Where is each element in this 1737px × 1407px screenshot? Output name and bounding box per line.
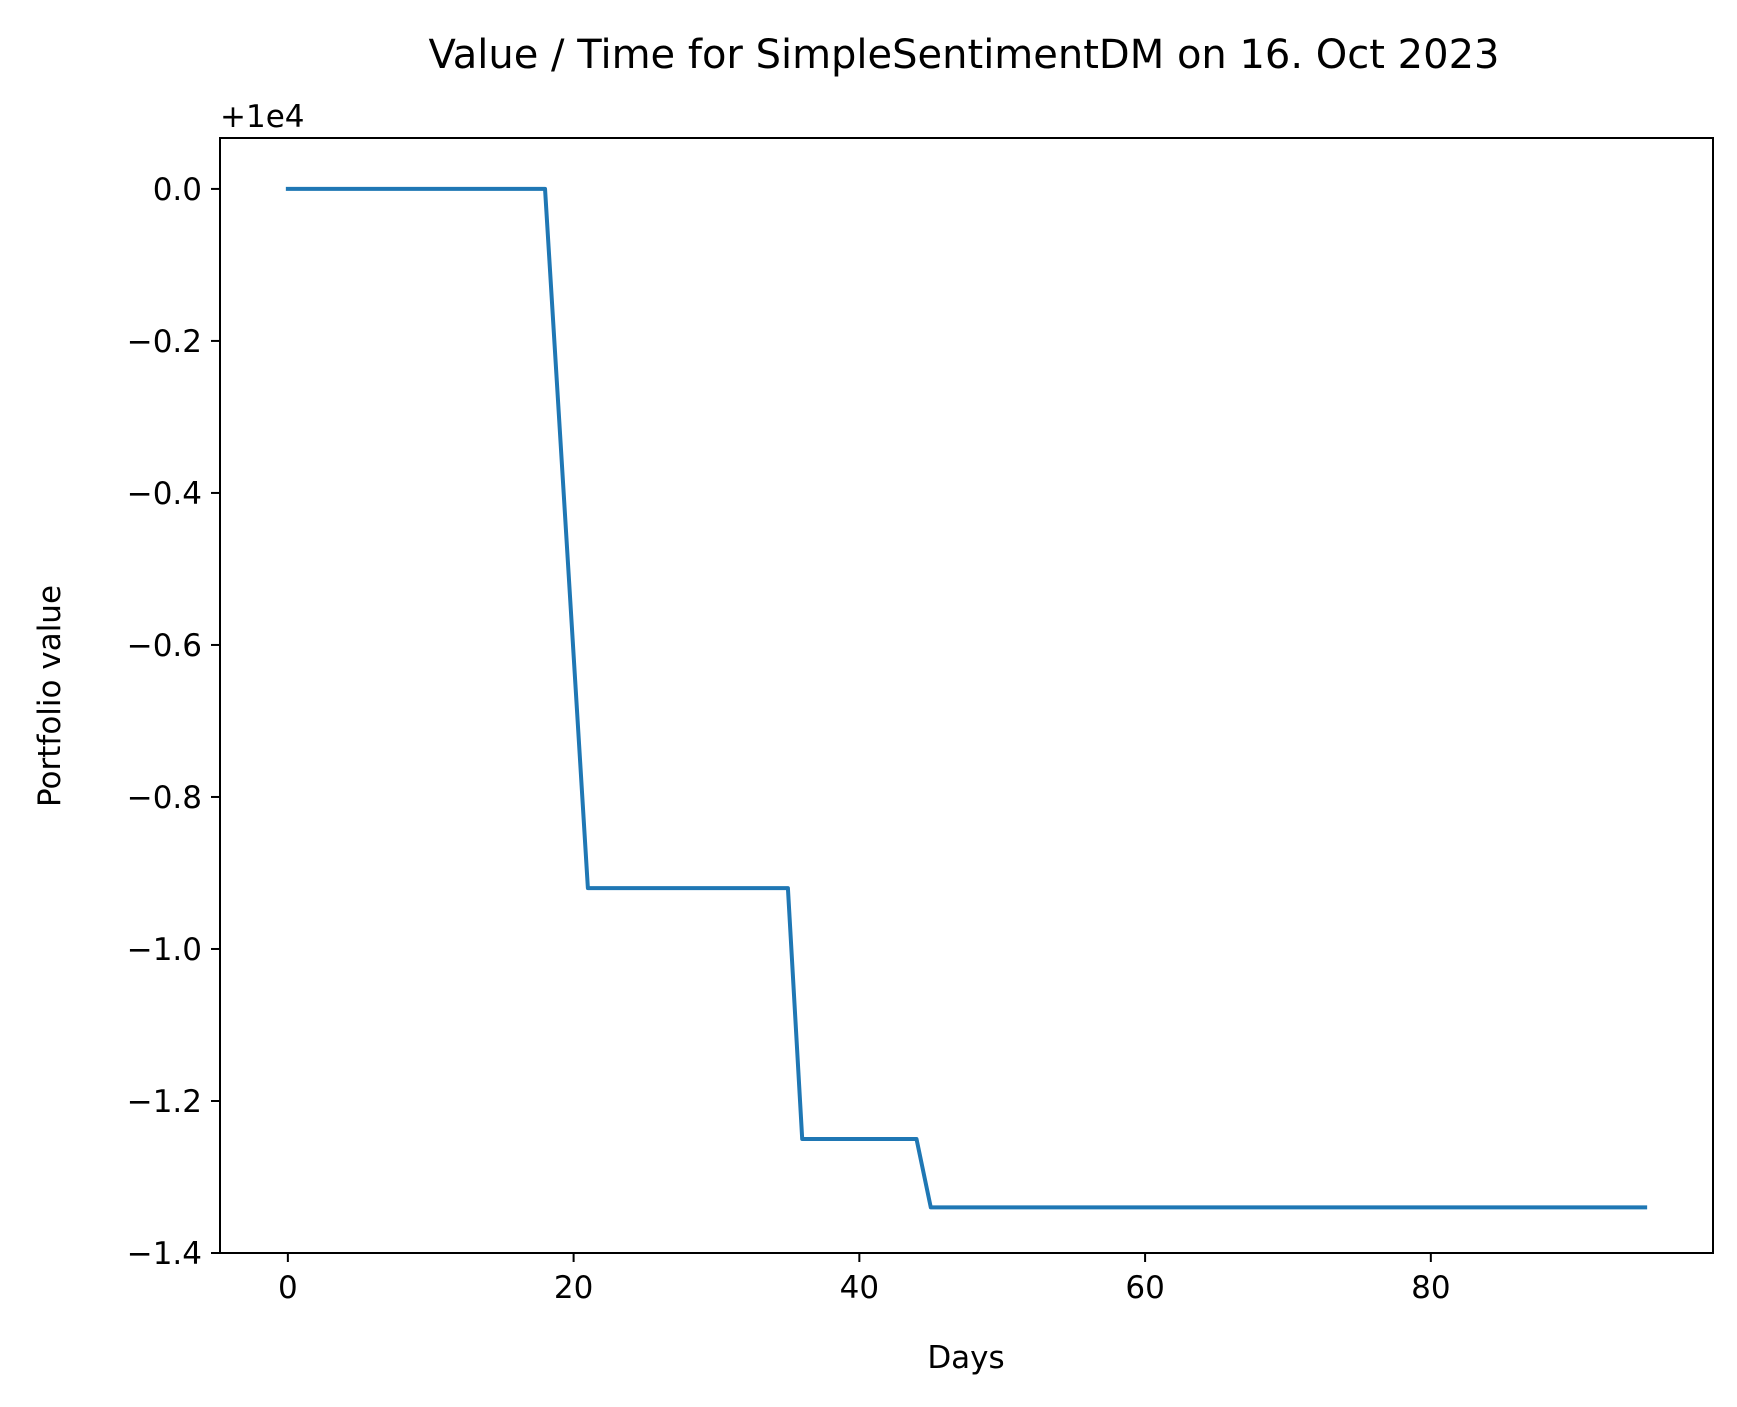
y-tick-label: −1.4 [127, 1236, 202, 1272]
y-tick-label: −1.2 [127, 1084, 202, 1120]
x-tick-label: 20 [554, 1270, 593, 1306]
x-tick-label: 80 [1411, 1270, 1450, 1306]
x-axis-label: Days [927, 1340, 1004, 1376]
x-tick-label: 0 [278, 1270, 298, 1306]
y-tick-label: −0.4 [127, 476, 202, 512]
y-tick-label: −1.0 [127, 932, 202, 968]
series-layer [285, 186, 1648, 1210]
y-tick-label: −0.6 [127, 628, 202, 664]
chart-title: Value / Time for SimpleSentimentDM on 16… [429, 32, 1500, 78]
y-tick-label: 0.0 [153, 172, 202, 208]
y-tick-label: −0.8 [127, 780, 202, 816]
y-tick-label: −0.2 [127, 324, 202, 360]
plot-area-frame [219, 137, 1714, 1254]
x-tick-label: 40 [840, 1270, 879, 1306]
y-axis-offset-label: +1e4 [220, 99, 305, 135]
series-line [285, 186, 1648, 1210]
y-axis-label: Portfolio value [32, 585, 68, 807]
x-axis-ticks: 0 20 40 60 80 [278, 1253, 1451, 1306]
y-axis-ticks: 0.0 −0.2 −0.4 −0.6 −0.8 −1.0 −1.2 −1.4 [127, 172, 220, 1272]
x-tick-label: 60 [1125, 1270, 1164, 1306]
